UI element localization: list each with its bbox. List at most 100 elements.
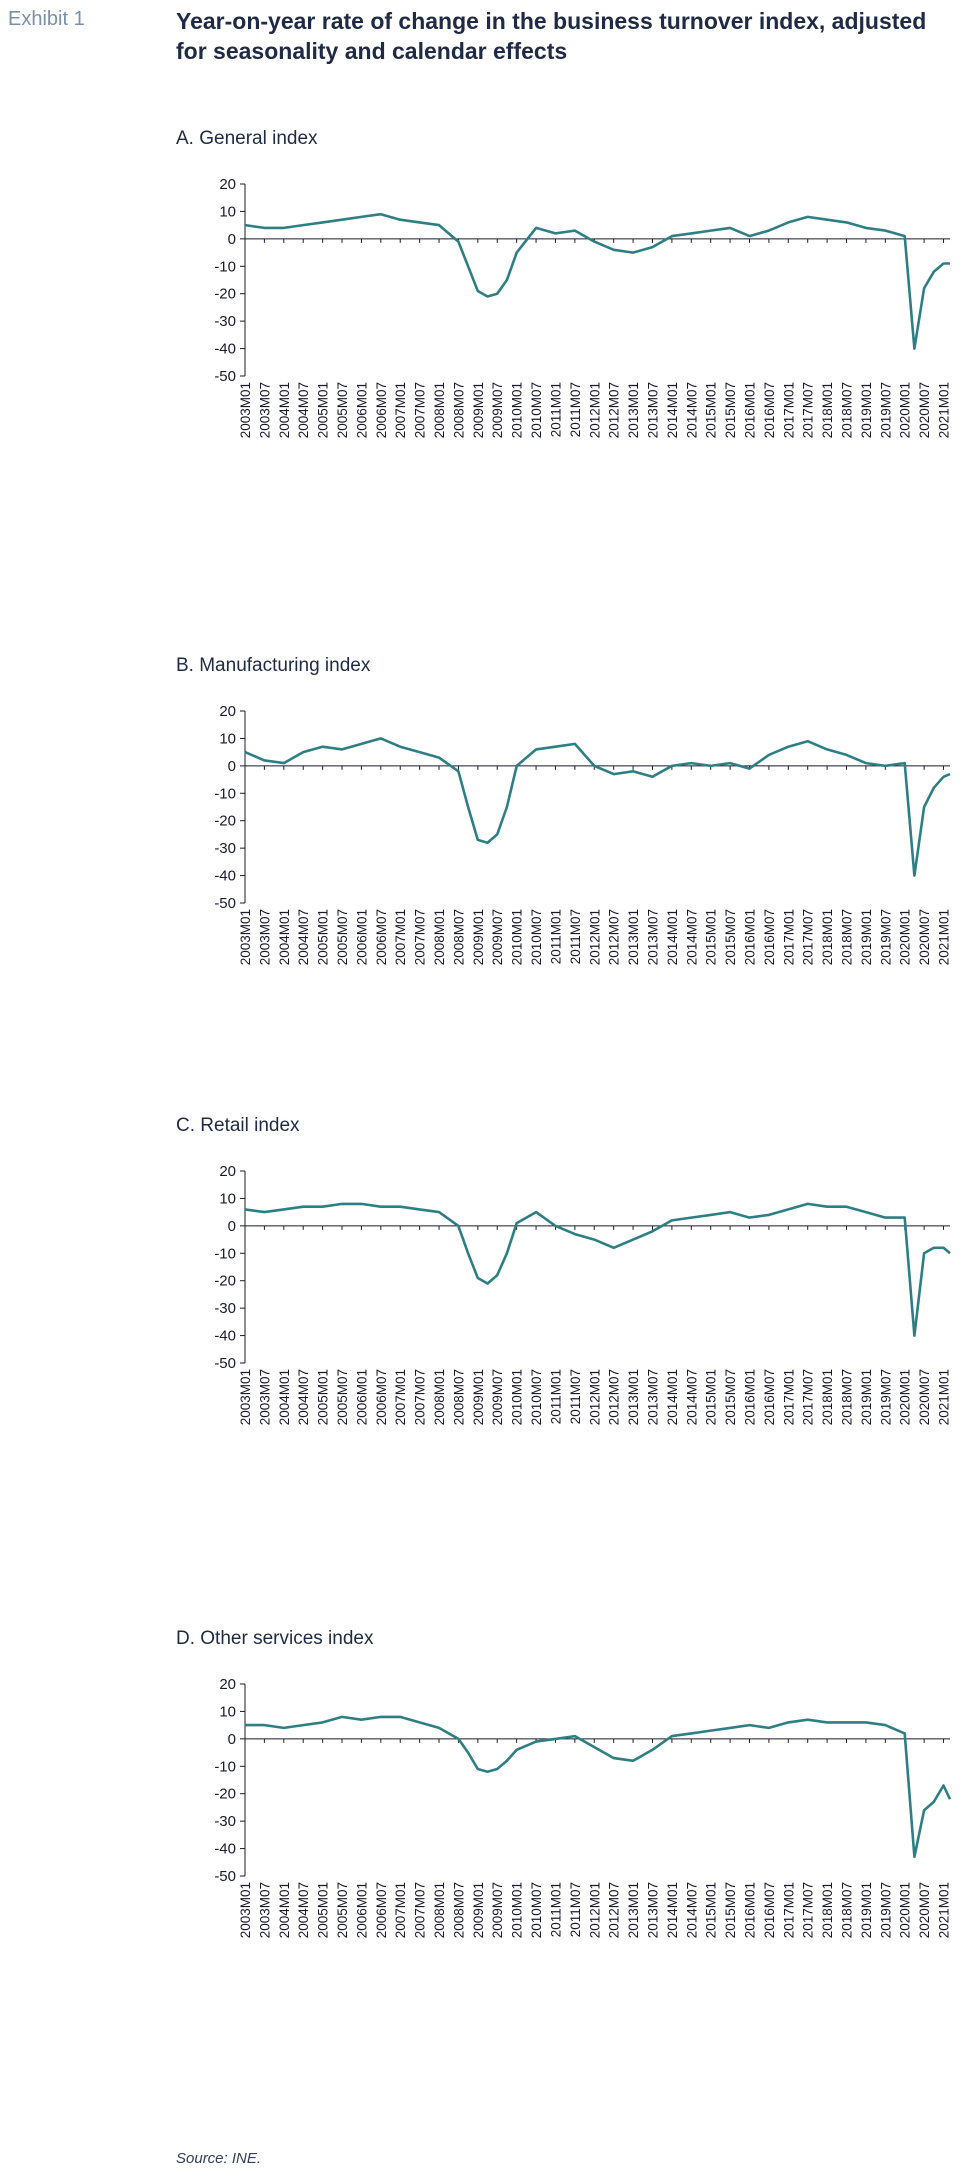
panel-title: A. General index — [176, 128, 318, 150]
x-tick-label: 2017M01 — [781, 382, 796, 438]
x-tick-label: 2007M01 — [393, 909, 408, 965]
x-tick-label: 2010M01 — [510, 1369, 525, 1425]
source-note: Source: INE. — [176, 2150, 261, 2167]
x-tick-label: 2010M07 — [529, 1369, 544, 1425]
x-tick-label: 2008M01 — [432, 1369, 447, 1425]
series-line — [245, 214, 950, 348]
y-tick-label: 0 — [228, 758, 236, 775]
x-tick-label: 2012M01 — [587, 382, 602, 438]
y-tick-label: 0 — [228, 231, 236, 248]
x-tick-label: 2011M01 — [548, 1882, 563, 1937]
x-tick-label: 2015M01 — [704, 1369, 719, 1425]
y-tick-label: 20 — [219, 703, 236, 720]
x-tick-label: 2021M01 — [937, 382, 952, 438]
x-tick-label: 2016M01 — [742, 1369, 757, 1425]
y-tick-label: 20 — [219, 1676, 236, 1693]
x-tick-label: 2016M01 — [742, 382, 757, 438]
x-tick-label: 2007M07 — [413, 1369, 428, 1425]
y-tick-label: 10 — [219, 1190, 236, 1207]
y-tick-label: -50 — [214, 368, 236, 385]
x-tick-label: 2005M07 — [335, 909, 350, 965]
x-tick-label: 2011M07 — [568, 1369, 583, 1424]
x-tick-label: 2019M07 — [878, 382, 893, 438]
x-tick-label: 2009M01 — [471, 1369, 486, 1425]
x-tick-label: 2019M07 — [878, 909, 893, 965]
series-line — [245, 1717, 950, 1857]
x-tick-label: 2010M07 — [529, 1882, 544, 1938]
x-tick-label: 2003M07 — [257, 909, 272, 965]
x-tick-label: 2006M07 — [374, 909, 389, 965]
x-tick-label: 2008M07 — [451, 382, 466, 438]
panel-title: D. Other services index — [176, 1628, 373, 1650]
x-tick-label: 2003M07 — [257, 382, 272, 438]
x-tick-label: 2019M07 — [878, 1882, 893, 1938]
x-tick-label: 2012M01 — [587, 1882, 602, 1938]
x-tick-label: 2016M07 — [762, 382, 777, 438]
x-tick-label: 2008M01 — [432, 1882, 447, 1938]
x-tick-label: 2015M07 — [723, 382, 738, 438]
x-tick-label: 2019M01 — [859, 1882, 874, 1938]
x-tick-label: 2009M07 — [490, 1369, 505, 1425]
x-tick-label: 2003M01 — [238, 1882, 253, 1938]
x-tick-label: 2019M01 — [859, 1369, 874, 1425]
x-tick-label: 2018M07 — [840, 1882, 855, 1938]
y-tick-label: -30 — [214, 840, 236, 857]
x-tick-label: 2020M07 — [917, 909, 932, 965]
x-tick-label: 2005M01 — [316, 909, 331, 965]
x-tick-label: 2003M01 — [238, 909, 253, 965]
x-tick-label: 2005M01 — [316, 382, 331, 438]
x-tick-label: 2016M01 — [742, 909, 757, 965]
x-tick-label: 2003M01 — [238, 382, 253, 438]
x-tick-label: 2004M01 — [277, 909, 292, 965]
x-tick-label: 2011M07 — [568, 909, 583, 964]
x-tick-label: 2005M07 — [335, 1882, 350, 1938]
y-tick-label: -20 — [214, 286, 236, 303]
x-tick-label: 2017M07 — [801, 909, 816, 965]
x-tick-label: 2009M01 — [471, 382, 486, 438]
x-tick-label: 2007M01 — [393, 382, 408, 438]
x-tick-label: 2013M07 — [645, 1369, 660, 1425]
x-tick-label: 2014M01 — [665, 909, 680, 965]
x-tick-label: 2015M07 — [723, 1882, 738, 1938]
x-tick-label: 2011M01 — [548, 909, 563, 964]
x-tick-label: 2021M01 — [937, 909, 952, 965]
x-tick-label: 2004M07 — [296, 909, 311, 965]
x-tick-label: 2018M01 — [820, 382, 835, 438]
x-tick-label: 2013M01 — [626, 1369, 641, 1425]
x-tick-label: 2013M01 — [626, 382, 641, 438]
series-line — [245, 738, 950, 875]
y-tick-label: -20 — [214, 813, 236, 830]
x-tick-label: 2004M07 — [296, 1882, 311, 1938]
y-tick-label: -20 — [214, 1273, 236, 1290]
x-tick-label: 2012M07 — [607, 1882, 622, 1938]
x-tick-label: 2014M07 — [684, 1882, 699, 1938]
x-tick-label: 2018M07 — [840, 1369, 855, 1425]
series-line — [245, 1204, 950, 1336]
y-tick-label: -30 — [214, 1300, 236, 1317]
x-tick-label: 2014M01 — [665, 382, 680, 438]
x-tick-label: 2008M01 — [432, 382, 447, 438]
x-tick-label: 2007M07 — [413, 909, 428, 965]
x-tick-label: 2004M07 — [296, 382, 311, 438]
x-tick-label: 2018M01 — [820, 909, 835, 965]
x-tick-label: 2009M01 — [471, 909, 486, 965]
x-tick-label: 2009M07 — [490, 1882, 505, 1938]
x-tick-label: 2013M07 — [645, 382, 660, 438]
x-tick-label: 2006M01 — [354, 382, 369, 438]
x-tick-label: 2017M01 — [781, 1369, 796, 1425]
chart-panel-manufacturing: B. Manufacturing index 20 10 0 -10 -20 -30 -40… — [0, 655, 969, 1135]
x-tick-label: 2018M07 — [840, 382, 855, 438]
x-tick-label: 2018M07 — [840, 909, 855, 965]
x-tick-label: 2012M07 — [607, 1369, 622, 1425]
panel-title: C. Retail index — [176, 1115, 300, 1137]
y-tick-label: -20 — [214, 1786, 236, 1803]
x-tick-label: 2005M07 — [335, 382, 350, 438]
main-title: Year-on-year rate of change in the busin… — [176, 6, 956, 66]
x-tick-label: 2006M01 — [354, 909, 369, 965]
x-tick-label: 2006M01 — [354, 1882, 369, 1938]
x-tick-label: 2016M07 — [762, 909, 777, 965]
x-tick-label: 2020M01 — [898, 1882, 913, 1938]
x-tick-label: 2019M07 — [878, 1369, 893, 1425]
y-tick-label: 10 — [219, 730, 236, 747]
x-tick-label: 2016M01 — [742, 1882, 757, 1938]
